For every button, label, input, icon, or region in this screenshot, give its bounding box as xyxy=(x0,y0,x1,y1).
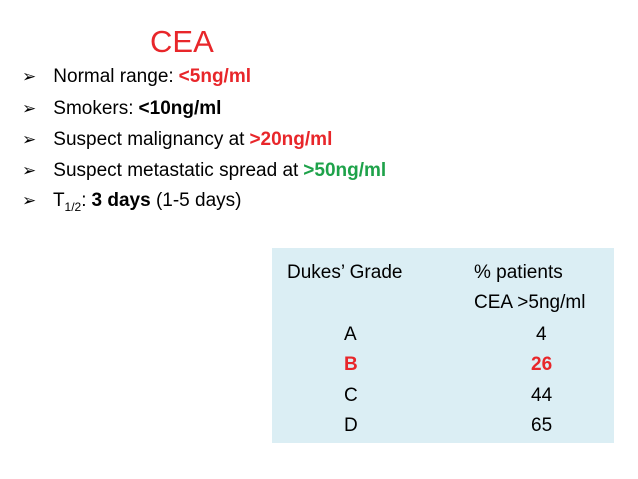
bullet-label: Suspect malignancy at xyxy=(53,129,245,150)
bullet-value: <5ng/ml xyxy=(178,66,251,87)
bullet-value: >50ng/ml xyxy=(303,160,387,181)
title: CEA xyxy=(150,24,214,59)
subscript: 1/2 xyxy=(64,199,82,214)
bullet: T1/2:3 days (1-5 days) xyxy=(22,190,242,214)
table-box xyxy=(272,248,614,443)
percent: 44 xyxy=(531,385,553,406)
percent: 65 xyxy=(531,415,553,436)
table-header: Dukes’ Grade xyxy=(287,262,403,283)
table-header: CEA >5ng/ml xyxy=(474,292,586,313)
colon: : xyxy=(81,190,87,211)
percent: 4 xyxy=(536,324,547,345)
bullet-label: Suspect metastatic spread at xyxy=(53,160,299,181)
bullet-note: (1-5 days) xyxy=(155,190,242,211)
bullet-label: Smokers: xyxy=(53,98,134,119)
bullet-label: Normal range: xyxy=(53,66,174,87)
table-header: % patients xyxy=(474,262,563,283)
bullet-value: >20ng/ml xyxy=(249,129,333,150)
grade: A xyxy=(344,324,357,345)
bullet: Suspect metastatic spread at>50ng/ml xyxy=(22,160,386,182)
bullet-value: 3 days xyxy=(91,190,151,211)
bullet: Suspect malignancy at>20ng/ml xyxy=(22,129,332,151)
bullet: Smokers:<10ng/ml xyxy=(22,98,221,120)
percent: 26 xyxy=(531,354,553,375)
bullet: Normal range:<5ng/ml xyxy=(22,66,251,88)
grade: C xyxy=(344,385,358,406)
grade: D xyxy=(344,415,358,436)
bullet-value: <10ng/ml xyxy=(138,98,222,119)
bullet-label: T xyxy=(52,190,65,211)
grade: B xyxy=(344,354,358,375)
